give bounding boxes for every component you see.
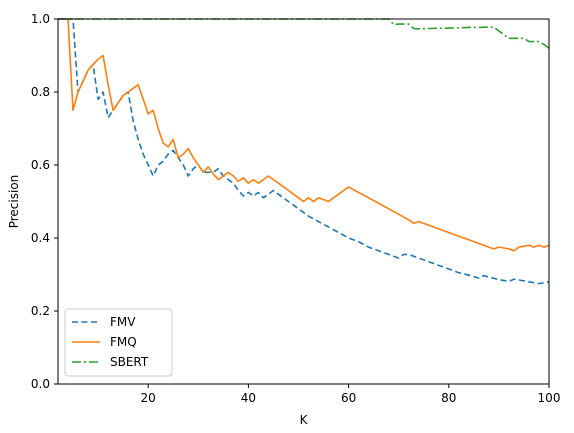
y-tick-label: 0.0 — [31, 377, 50, 391]
x-tick-label: 20 — [141, 391, 156, 405]
series-line-fmv — [58, 18, 549, 285]
y-tick-label: 0.2 — [31, 304, 50, 318]
plot-frame — [57, 18, 550, 385]
series-line-sbert — [58, 18, 549, 49]
series-line-fmq — [58, 18, 549, 252]
y-axis-label: Precision — [7, 175, 21, 229]
legend-label-sbert: SBERT — [110, 355, 149, 369]
x-tick-label: 100 — [538, 391, 561, 405]
x-axis-label: K — [300, 413, 309, 427]
series-layer — [58, 18, 549, 285]
y-tick-label: 0.6 — [31, 158, 50, 172]
x-tick-label: 80 — [441, 391, 456, 405]
y-tick-label: 0.4 — [31, 231, 50, 245]
legend-label-fmq: FMQ — [110, 335, 137, 349]
legend-label-fmv: FMV — [110, 315, 136, 329]
x-tick-label: 60 — [341, 391, 356, 405]
y-axis-ticks: 0.0 0.2 0.4 0.6 0.8 1.0 — [31, 12, 58, 391]
y-tick-label: 1.0 — [31, 12, 50, 26]
legend-frame — [64, 308, 173, 377]
legend: FMV FMQ SBERT — [64, 308, 173, 377]
x-axis-ticks: 20 40 60 80 100 — [141, 384, 561, 405]
x-tick-label: 40 — [241, 391, 256, 405]
y-tick-label: 0.8 — [31, 85, 50, 99]
